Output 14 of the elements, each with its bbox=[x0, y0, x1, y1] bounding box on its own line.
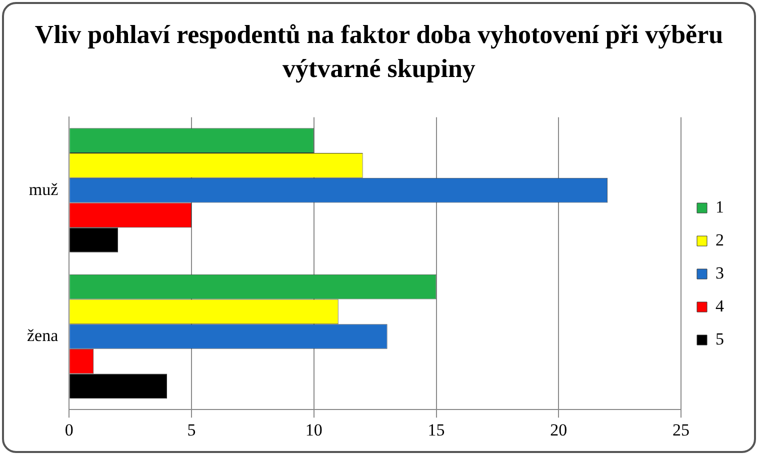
x-tick-label: 0 bbox=[64, 420, 74, 440]
x-tick-label: 5 bbox=[187, 420, 196, 440]
y-tick-label: muž bbox=[28, 180, 59, 199]
y-tick-label: žena bbox=[26, 326, 59, 345]
x-tick-label: 25 bbox=[672, 420, 690, 440]
legend-label: 3 bbox=[716, 263, 724, 282]
x-tick-label: 15 bbox=[428, 420, 445, 440]
legend-label: 2 bbox=[716, 230, 724, 250]
chart-title: Vliv pohlaví respodentů na faktor doba vyhotovení při výběru výtvarné skupiny bbox=[34, 19, 724, 85]
legend-label: 4 bbox=[716, 296, 724, 316]
x-tick-label: 10 bbox=[305, 420, 322, 440]
legend-label: 5 bbox=[716, 329, 724, 348]
legend-label: 1 bbox=[716, 197, 724, 216]
x-tick-label: 20 bbox=[550, 420, 568, 440]
